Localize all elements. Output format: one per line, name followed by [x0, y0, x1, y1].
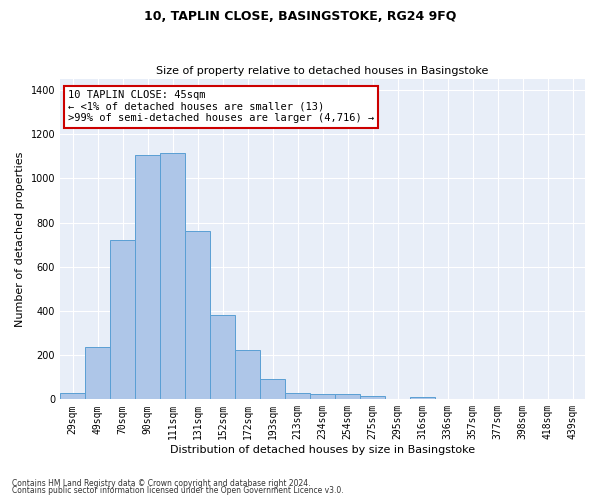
- Bar: [235, 350, 260, 400]
- Bar: [60, 392, 85, 400]
- Bar: [110, 240, 135, 400]
- Text: 10, TAPLIN CLOSE, BASINGSTOKE, RG24 9FQ: 10, TAPLIN CLOSE, BASINGSTOKE, RG24 9FQ: [144, 10, 456, 23]
- Bar: [85, 348, 110, 400]
- Bar: [310, 394, 335, 400]
- Bar: [410, 396, 435, 400]
- Bar: [260, 380, 285, 400]
- Y-axis label: Number of detached properties: Number of detached properties: [15, 152, 25, 327]
- Bar: [160, 153, 185, 400]
- Title: Size of property relative to detached houses in Basingstoke: Size of property relative to detached ho…: [157, 66, 489, 76]
- Text: Contains HM Land Registry data © Crown copyright and database right 2024.: Contains HM Land Registry data © Crown c…: [12, 478, 311, 488]
- Bar: [285, 392, 310, 400]
- Bar: [185, 232, 210, 400]
- Bar: [135, 156, 160, 400]
- Text: 10 TAPLIN CLOSE: 45sqm
← <1% of detached houses are smaller (13)
>99% of semi-de: 10 TAPLIN CLOSE: 45sqm ← <1% of detached…: [68, 90, 374, 124]
- Bar: [360, 396, 385, 400]
- Text: Contains public sector information licensed under the Open Government Licence v3: Contains public sector information licen…: [12, 486, 344, 495]
- Bar: [210, 316, 235, 400]
- Bar: [335, 394, 360, 400]
- X-axis label: Distribution of detached houses by size in Basingstoke: Distribution of detached houses by size …: [170, 445, 475, 455]
